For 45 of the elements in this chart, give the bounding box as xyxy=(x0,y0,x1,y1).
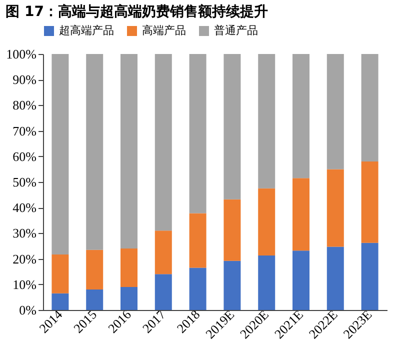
legend-label: 高端产品 xyxy=(142,24,186,37)
bar xyxy=(120,286,138,310)
bar xyxy=(86,250,104,290)
bar xyxy=(292,178,310,251)
y-tick-label: 100% xyxy=(6,46,37,62)
bar xyxy=(224,260,241,310)
y-tick-label: 10% xyxy=(12,276,37,292)
y-tick-label: 20% xyxy=(12,251,37,266)
chart-title: 图 17：高端与超高端奶费销售额持续提升 xyxy=(6,3,268,20)
bar xyxy=(224,54,241,200)
bar xyxy=(154,274,172,310)
y-tick-label: 80% xyxy=(12,98,37,113)
y-tick-label: 60% xyxy=(12,148,37,164)
legend-label: 普通产品 xyxy=(214,24,258,37)
bar xyxy=(86,290,104,310)
bar xyxy=(258,255,276,310)
bar xyxy=(154,230,172,274)
bar xyxy=(326,54,344,170)
bar xyxy=(189,268,206,310)
y-tick-label: 50% xyxy=(12,174,37,190)
y-tick-label: 90% xyxy=(12,72,37,88)
bar xyxy=(292,250,310,310)
y-tick-label: 0% xyxy=(19,302,37,318)
bar xyxy=(86,54,104,250)
bar xyxy=(292,54,310,178)
bar xyxy=(154,54,172,231)
bar xyxy=(52,54,69,254)
bar xyxy=(258,188,276,256)
bar xyxy=(52,254,69,294)
y-tick-label: 30% xyxy=(12,226,37,241)
bar xyxy=(189,54,206,214)
bar xyxy=(120,248,138,287)
legend-label: 超高端产品 xyxy=(59,24,114,37)
y-tick-label: 70% xyxy=(12,123,37,138)
bar xyxy=(52,293,69,310)
bar xyxy=(326,169,344,247)
bar xyxy=(224,199,241,261)
bar xyxy=(361,162,378,243)
y-tick-label: 40% xyxy=(12,200,37,216)
bar xyxy=(189,213,206,268)
bar xyxy=(326,246,344,310)
bar xyxy=(361,54,378,162)
bar xyxy=(361,242,378,310)
bar xyxy=(258,54,276,188)
bar xyxy=(120,54,138,249)
